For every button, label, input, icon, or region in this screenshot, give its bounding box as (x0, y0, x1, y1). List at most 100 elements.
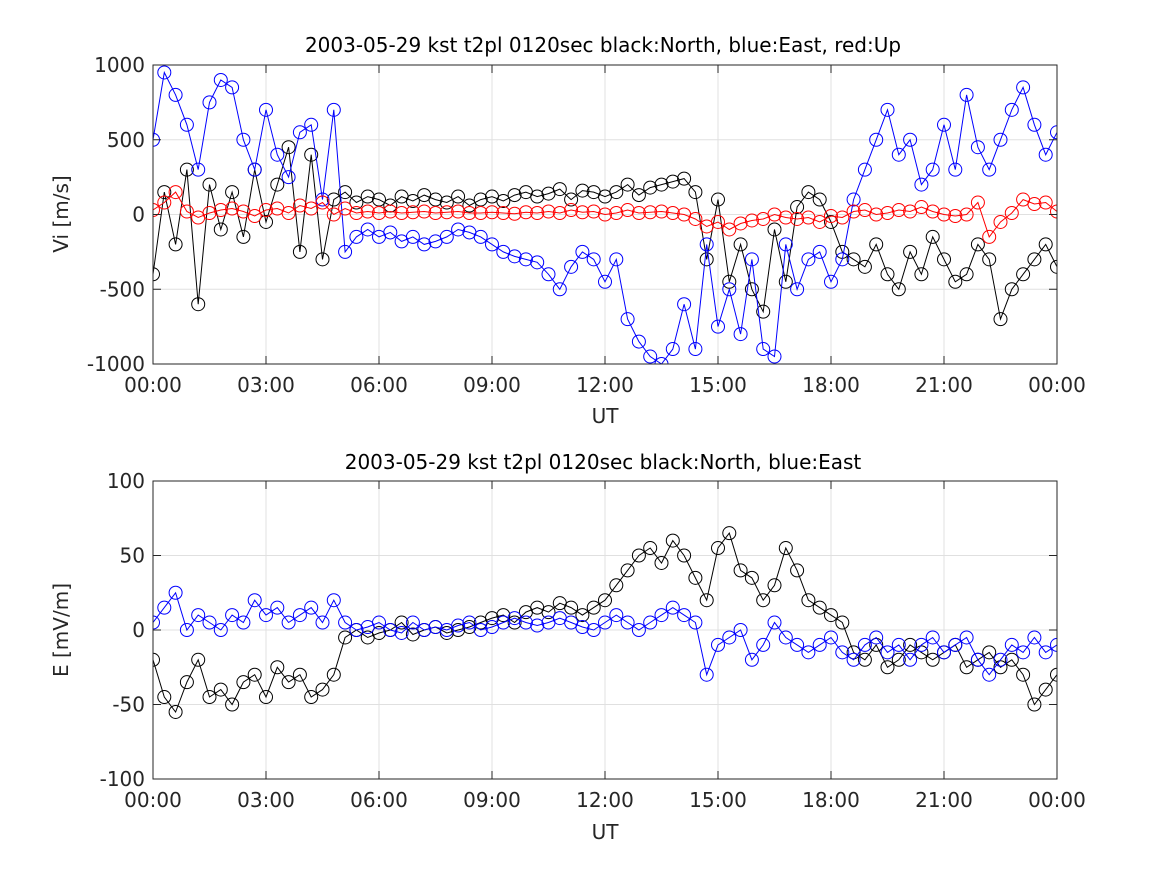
data-point (518, 252, 533, 267)
data-point (1027, 697, 1042, 712)
data-point (767, 349, 782, 364)
data-point (496, 608, 511, 623)
data-point (428, 206, 443, 221)
data-point (891, 637, 906, 652)
data-point (179, 117, 194, 132)
x-tick-label: 06:00 (350, 373, 408, 397)
data-point (801, 645, 816, 660)
data-point (744, 213, 759, 228)
data-point (982, 252, 997, 267)
data-point (281, 615, 296, 630)
y-tick-label: -500 (100, 277, 145, 301)
data-point (281, 140, 296, 155)
data-point (213, 222, 228, 237)
data-point (733, 327, 748, 342)
data-point (236, 675, 251, 690)
data-point (1004, 637, 1019, 652)
data-point (722, 222, 737, 237)
data-point (903, 132, 918, 147)
data-point (485, 237, 499, 252)
data-point (869, 637, 884, 652)
data-point (213, 682, 228, 697)
data-point (937, 645, 951, 660)
data-point (575, 205, 590, 220)
data-point (168, 237, 183, 252)
data-point (620, 312, 635, 327)
data-point (496, 206, 511, 221)
data-point (959, 660, 974, 675)
data-point (417, 623, 432, 637)
x-axis-label: UT (592, 404, 620, 428)
data-point (643, 541, 658, 556)
data-point (959, 87, 974, 102)
data-point (812, 637, 827, 652)
x-tick-label: 15:00 (689, 373, 747, 397)
x-tick-label: 21:00 (915, 373, 973, 397)
data-point (1004, 102, 1019, 117)
data-point (281, 206, 296, 221)
data-point (564, 192, 579, 207)
data-point (394, 206, 409, 221)
data-point (869, 237, 884, 252)
data-point (812, 214, 827, 229)
data-point (586, 600, 601, 615)
data-point (292, 667, 307, 682)
data-point (473, 206, 488, 221)
data-point (767, 207, 782, 222)
data-point (179, 204, 194, 219)
data-point (586, 204, 601, 219)
data-point (688, 342, 703, 357)
data-point (914, 177, 929, 192)
data-point (292, 244, 307, 259)
data-point (812, 244, 827, 259)
data-point (179, 162, 194, 177)
data-point (168, 185, 183, 200)
data-point (891, 282, 906, 297)
data-point (326, 667, 341, 682)
data-point (914, 637, 929, 652)
x-tick-label: 21:00 (915, 788, 973, 812)
x-tick-label: 03:00 (237, 373, 295, 397)
x-axis-label: UT (592, 820, 620, 844)
data-point (846, 252, 861, 267)
data-point (1038, 237, 1053, 252)
data-point (1050, 259, 1057, 274)
y-tick-label: -1000 (87, 352, 145, 376)
data-point (925, 162, 940, 177)
data-point (620, 177, 635, 192)
data-point (179, 675, 194, 690)
data-point (925, 652, 940, 667)
data-point (213, 203, 228, 218)
data-point (383, 225, 398, 240)
electric-field-chart: 2003-05-29 kst t2pl 0120sec black:North,… (49, 450, 1086, 844)
data-point (790, 563, 805, 578)
series-up (153, 185, 1057, 244)
data-point (665, 533, 680, 548)
data-point (292, 125, 307, 140)
data-point (790, 200, 805, 215)
data-point (688, 185, 703, 200)
data-point (417, 237, 432, 252)
data-point (383, 623, 398, 637)
data-point (259, 608, 273, 623)
data-point (654, 608, 669, 623)
data-point (247, 162, 262, 177)
data-point (711, 319, 725, 334)
series-north (153, 140, 1057, 327)
data-point (677, 297, 692, 312)
data-point (259, 102, 273, 117)
data-point (530, 189, 545, 204)
data-point (153, 203, 160, 218)
data-point (778, 274, 793, 289)
series-line (153, 191, 1057, 238)
data-point (801, 252, 816, 267)
data-point (711, 637, 725, 652)
data-point (756, 342, 771, 357)
data-point (744, 570, 759, 585)
data-point (349, 229, 364, 244)
data-point (372, 625, 386, 640)
x-tick-label: 09:00 (463, 788, 521, 812)
ticks: 00:00 03:00 06:00 09:00 12:00 15:00 18:00 21:00… (87, 53, 1086, 397)
y-tick-label: 0 (132, 618, 145, 642)
data-point (564, 600, 579, 615)
